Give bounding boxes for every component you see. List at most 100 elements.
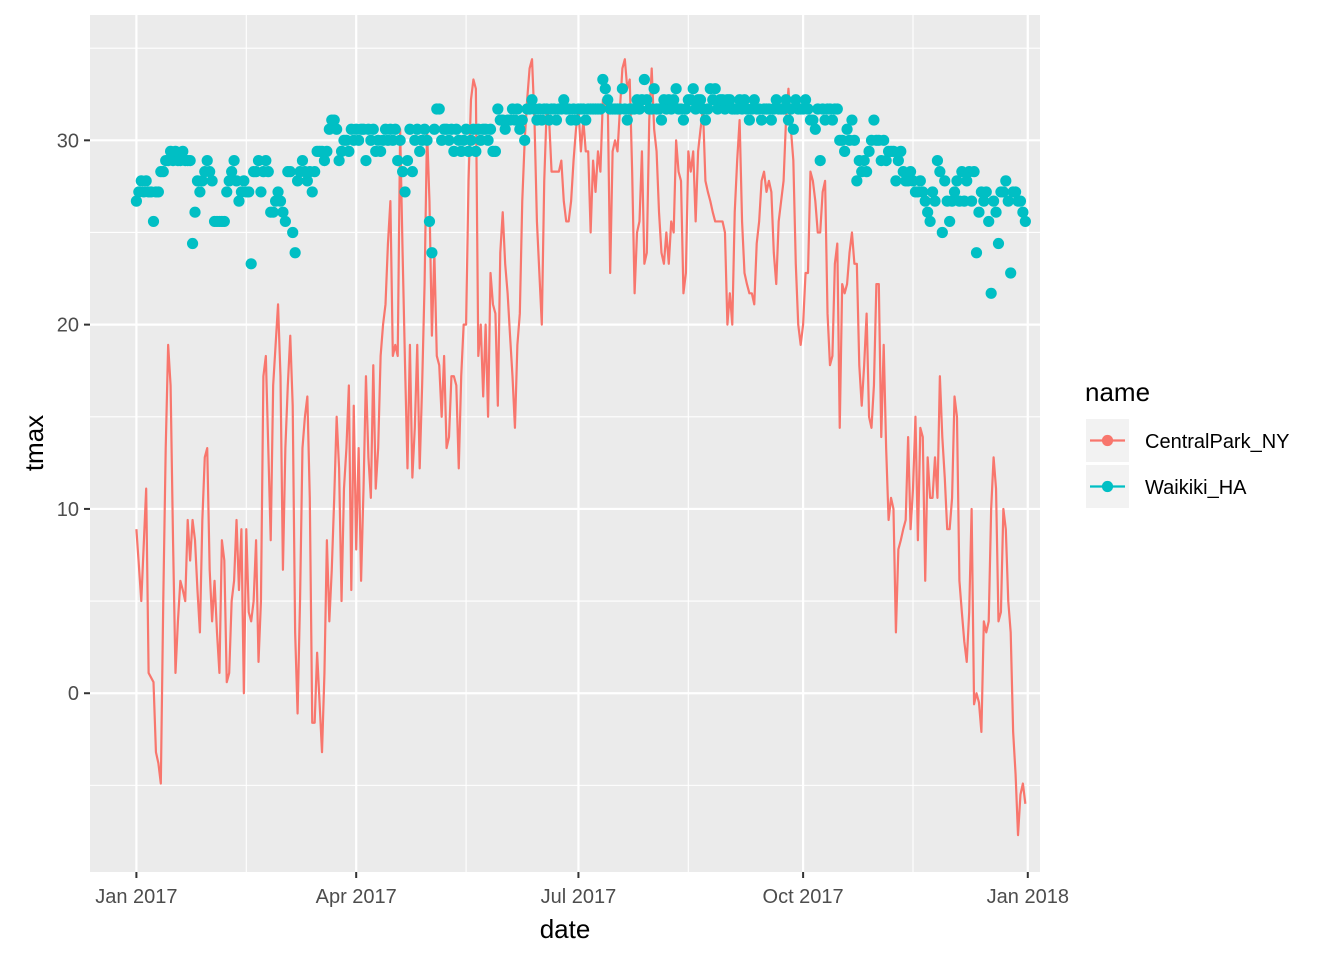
data-point xyxy=(677,114,690,126)
data-point xyxy=(770,94,782,106)
data-point xyxy=(951,175,963,187)
data-point xyxy=(309,166,321,178)
data-point xyxy=(790,94,802,106)
data-point xyxy=(687,83,699,95)
data-point xyxy=(489,145,501,157)
data-point xyxy=(233,195,245,207)
data-point xyxy=(194,186,206,198)
data-point xyxy=(228,155,240,167)
data-point xyxy=(367,123,379,135)
data-point xyxy=(433,103,445,115)
data-point xyxy=(423,215,436,228)
legend-label: Waikiki_HA xyxy=(1145,477,1247,499)
x-tick-label: Jul 2017 xyxy=(541,886,617,908)
data-point xyxy=(807,114,819,126)
data-point xyxy=(961,175,973,187)
data-point xyxy=(353,134,365,146)
data-point xyxy=(880,155,892,167)
y-axis: 0 10 20 30 xyxy=(57,130,90,705)
data-point xyxy=(291,175,304,187)
data-point xyxy=(1002,195,1014,207)
data-point xyxy=(140,175,152,187)
data-point xyxy=(394,134,406,146)
data-point xyxy=(597,73,609,86)
data-point xyxy=(1017,206,1029,218)
y-tick-label: 10 xyxy=(57,499,79,521)
data-point xyxy=(201,155,213,167)
data-point xyxy=(514,123,526,135)
data-point xyxy=(980,186,992,198)
data-point xyxy=(328,114,340,126)
data-point xyxy=(157,166,169,178)
x-axis: Jan 2017 Apr 2017 Jul 2017 Oct 2017 Jan 2018 xyxy=(95,872,1069,908)
data-point xyxy=(484,123,497,135)
data-point xyxy=(272,186,284,198)
data-point xyxy=(924,215,936,228)
data-point xyxy=(863,145,875,157)
data-point xyxy=(333,155,345,167)
data-point xyxy=(130,195,142,207)
data-point xyxy=(204,166,216,178)
data-point xyxy=(245,258,257,270)
data-point xyxy=(934,166,946,178)
data-point xyxy=(936,226,948,239)
data-point xyxy=(580,114,592,126)
x-tick-label: Apr 2017 xyxy=(316,886,397,908)
data-point xyxy=(861,166,873,178)
data-point xyxy=(243,186,255,198)
data-point xyxy=(360,155,372,167)
data-point xyxy=(983,215,995,228)
data-point xyxy=(570,114,582,126)
data-point xyxy=(968,166,980,178)
y-tick-label: 30 xyxy=(57,130,79,152)
data-point xyxy=(738,94,751,106)
data-point xyxy=(638,73,650,86)
data-point xyxy=(868,114,880,126)
data-point xyxy=(450,123,462,135)
data-point xyxy=(978,195,990,207)
data-point xyxy=(218,215,230,228)
data-point xyxy=(392,155,404,167)
data-point xyxy=(895,145,907,157)
data-point xyxy=(743,114,755,126)
legend-item: CentralPark_NY xyxy=(1086,419,1290,462)
data-point xyxy=(839,145,851,157)
y-tick-label: 20 xyxy=(57,315,79,337)
data-point xyxy=(238,175,250,187)
x-axis-title: date xyxy=(540,914,591,944)
data-point xyxy=(699,114,712,126)
data-point xyxy=(851,175,863,187)
data-point xyxy=(926,186,939,198)
data-point xyxy=(848,134,861,146)
data-point xyxy=(1000,175,1012,187)
legend-key-point xyxy=(1101,434,1114,447)
x-tick-label: Jan 2017 xyxy=(95,886,177,908)
data-point xyxy=(221,186,233,198)
data-point xyxy=(267,206,279,218)
legend-item: Waikiki_HA xyxy=(1086,465,1247,508)
data-point xyxy=(321,145,333,157)
data-point xyxy=(255,186,267,198)
data-point xyxy=(526,94,538,106)
series-CentralPark_NY xyxy=(135,58,1027,837)
data-point xyxy=(787,123,799,135)
data-point xyxy=(988,195,1000,207)
data-point xyxy=(973,206,985,218)
x-tick-label: Jan 2018 xyxy=(987,886,1069,908)
data-point xyxy=(262,166,274,178)
data-point xyxy=(186,237,199,250)
data-point xyxy=(878,134,890,146)
data-point xyxy=(655,114,668,126)
data-point xyxy=(443,134,455,146)
data-point xyxy=(765,114,777,126)
data-point xyxy=(668,94,680,106)
data-point xyxy=(944,215,956,228)
data-point xyxy=(287,226,299,239)
data-point xyxy=(831,103,843,115)
data-point xyxy=(519,134,531,146)
data-point xyxy=(985,287,997,299)
data-point xyxy=(550,114,563,126)
data-point xyxy=(648,83,660,95)
x-tick-label: Oct 2017 xyxy=(763,886,844,908)
data-point xyxy=(558,94,570,106)
